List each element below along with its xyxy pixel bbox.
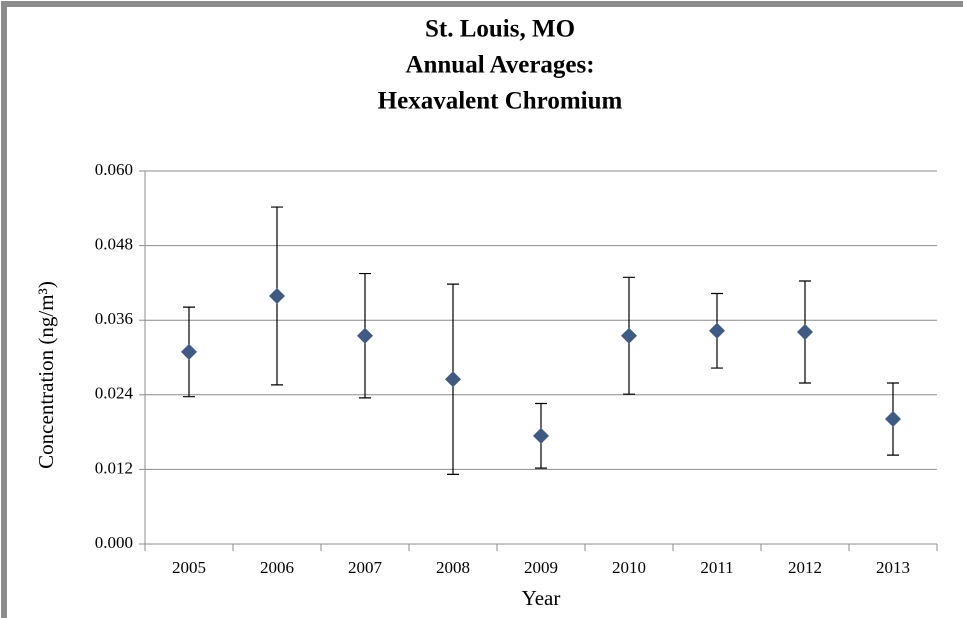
marker — [709, 322, 725, 339]
y-tick-label: 0.012 — [95, 458, 133, 477]
x-tick-label: 2007 — [348, 558, 383, 577]
x-tick-label: 2006 — [260, 558, 294, 577]
x-tick-label: 2012 — [788, 558, 822, 577]
x-tick-label: 2009 — [524, 558, 558, 577]
y-axis-label: Concentration (ng/m³) — [34, 281, 58, 469]
marker — [533, 427, 549, 444]
marker — [357, 327, 373, 344]
chart-title: Hexavalent Chromium — [378, 88, 623, 115]
marker — [885, 411, 901, 428]
x-axis-label: Year — [522, 586, 561, 610]
marker — [445, 371, 461, 388]
chart-title: St. Louis, MO — [425, 16, 575, 43]
y-tick-label: 0.048 — [95, 235, 133, 254]
y-tick-label: 0.024 — [95, 384, 134, 403]
x-tick-label: 2013 — [876, 558, 910, 577]
y-tick-label: 0.060 — [95, 160, 133, 179]
y-tick-label: 0.000 — [95, 533, 133, 552]
x-tick-label: 2010 — [612, 558, 646, 577]
x-tick-label: 2005 — [172, 558, 206, 577]
marker — [621, 327, 637, 344]
marker — [269, 287, 285, 304]
x-tick-label: 2008 — [436, 558, 470, 577]
chart-title: Annual Averages: — [405, 52, 594, 79]
marker — [181, 343, 197, 360]
y-tick-label: 0.036 — [95, 309, 133, 328]
marker — [797, 324, 813, 341]
x-tick-label: 2011 — [700, 558, 733, 577]
